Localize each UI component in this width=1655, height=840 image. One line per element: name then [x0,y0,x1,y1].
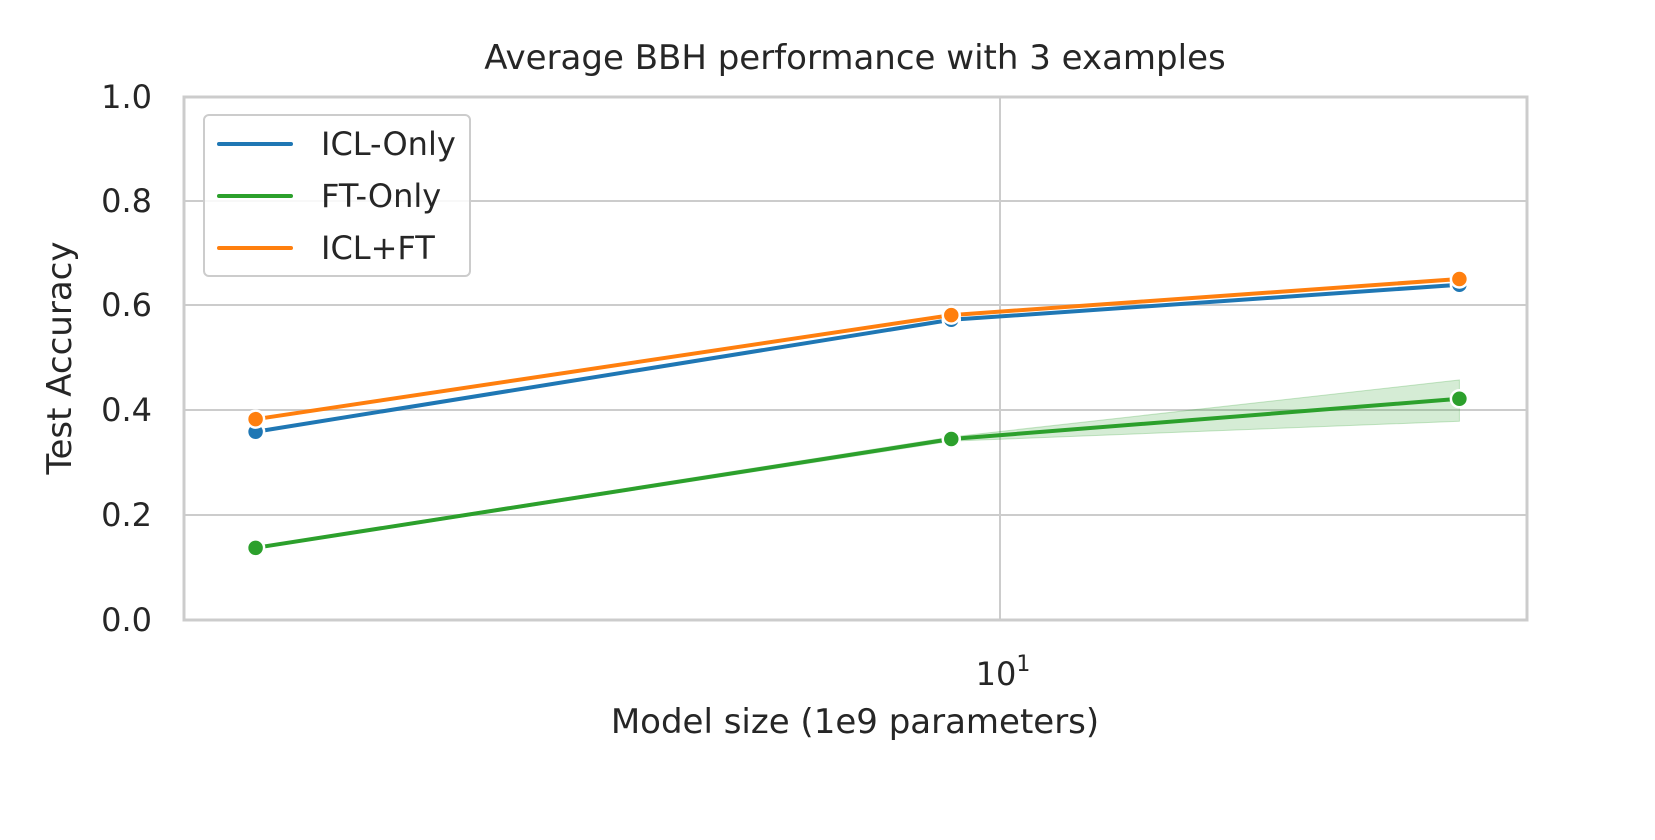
legend-item-ft-only: FT-Only [217,176,441,216]
series-line [255,277,1460,422]
chart-title: Average BBH performance with 3 examples [484,38,1226,78]
legend-line-icon [217,246,293,250]
y-tick-label: 0.2 [101,496,152,534]
x-axis-label: Model size (1e9 parameters) [610,702,1100,742]
series-layer [245,269,1470,558]
legend-line-icon [217,142,293,146]
data-point-marker [1449,269,1470,289]
y-tick-label: 0.4 [101,391,152,429]
y-tick-label: 1.0 [101,78,152,116]
confidence-band [255,379,1460,550]
data-point-marker [245,538,266,558]
y-tick-label: 0.8 [101,182,152,220]
legend-line-icon [217,194,293,198]
x-tick-label: 101 [975,652,1031,693]
data-point-marker [245,409,266,429]
y-tick-label: 0.6 [101,286,152,324]
axes-frame [182,95,1529,622]
legend-item-icl-only: ICL-Only [217,124,456,164]
data-point-marker [941,305,962,325]
y-tick-label: 0.0 [101,601,152,639]
data-point-marker [941,429,962,449]
legend: ICL-Only FT-Only ICL+FT [203,114,471,277]
data-point-marker [1449,389,1470,409]
legend-item-icl-ft: ICL+FT [217,228,435,268]
